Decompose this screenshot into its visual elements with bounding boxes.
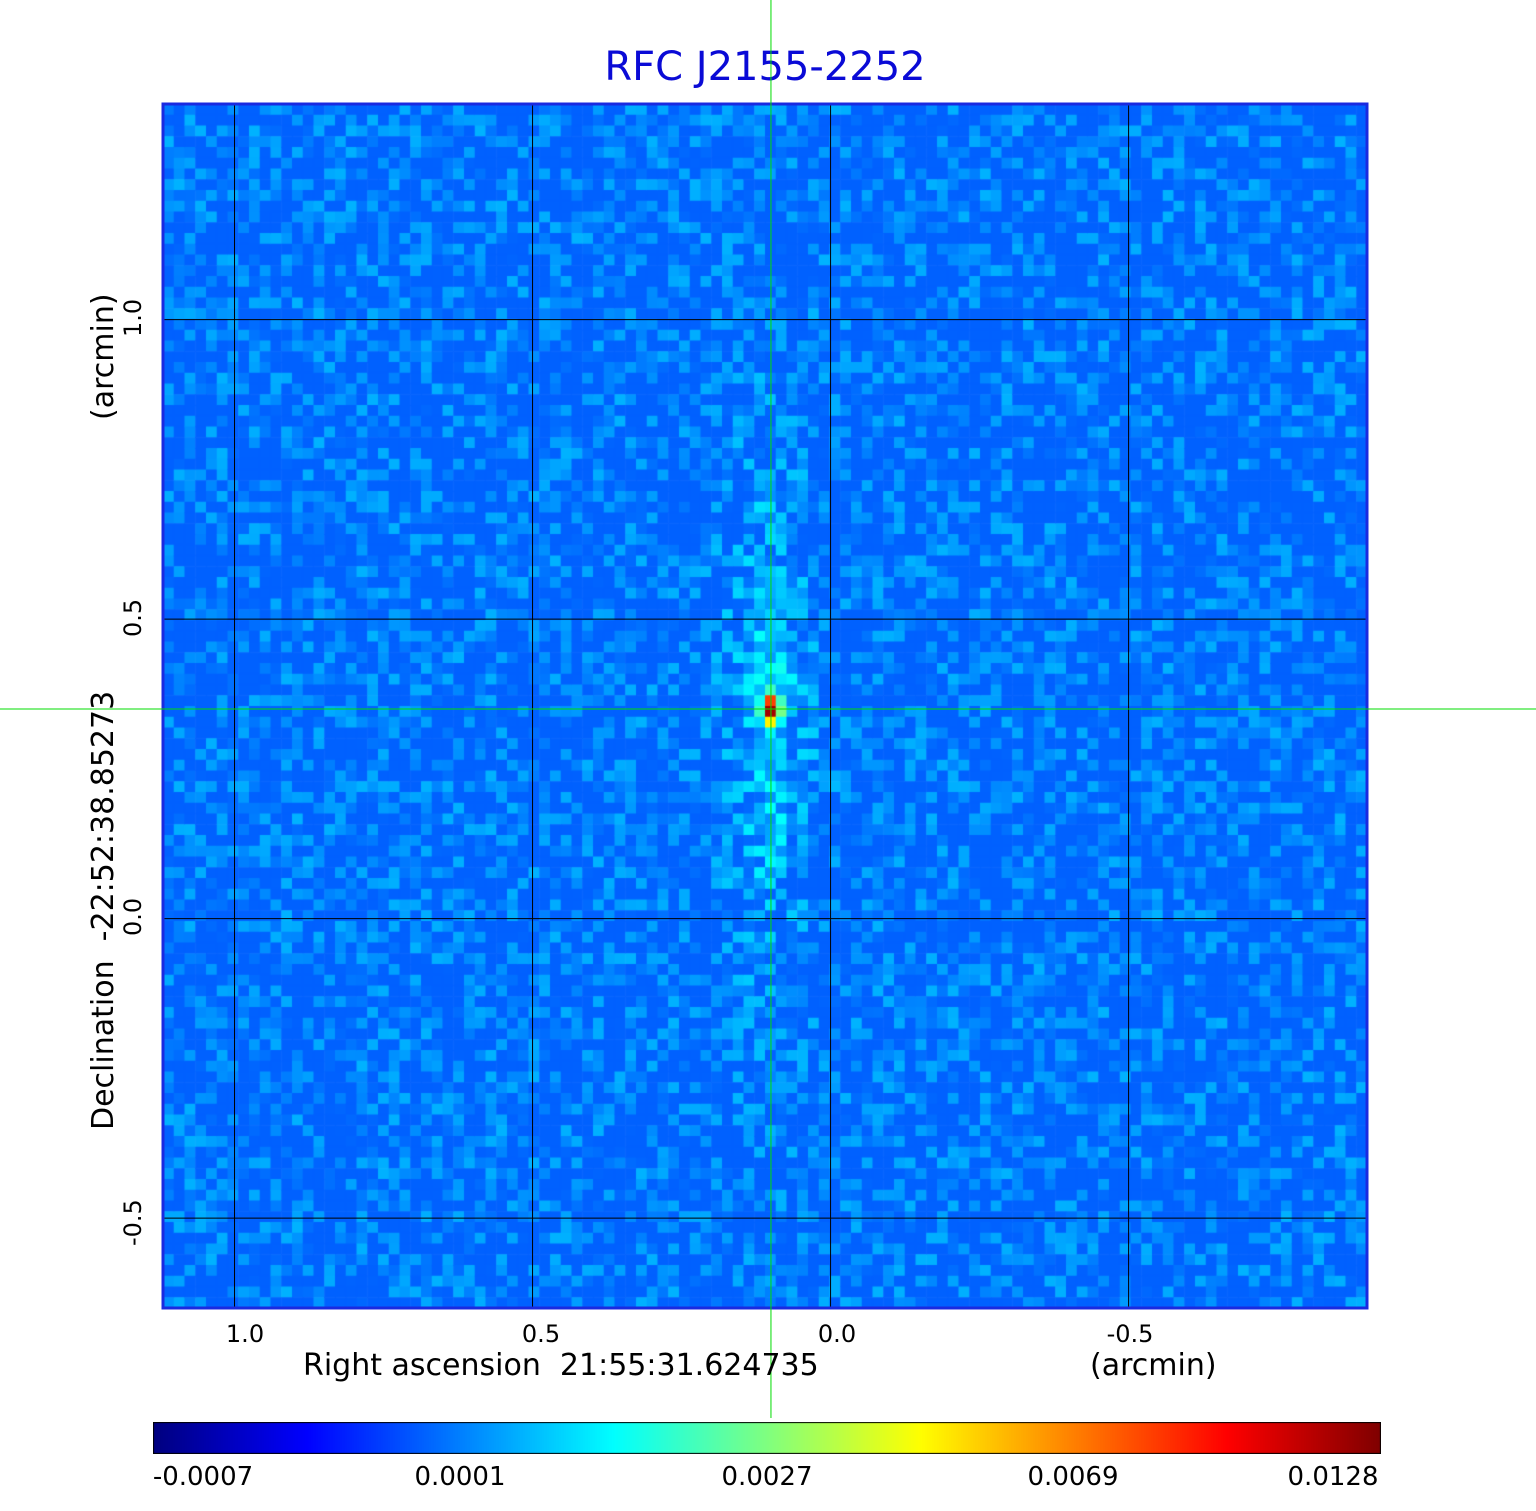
colorbar-tick-label: 0.0027 — [721, 1462, 813, 1492]
x-axis-unit: (arcmin) — [1090, 1348, 1217, 1383]
y-axis-label: Declination -22:52:38.85273 — [86, 690, 121, 1130]
colorbar-tick-label: -0.0007 — [152, 1462, 254, 1492]
colorbar-tick-label: 0.0069 — [1027, 1462, 1119, 1492]
y-tick-label: -0.5 — [119, 1199, 147, 1246]
plot-frame — [161, 102, 1369, 1310]
chart-title: RFC J2155-2252 — [604, 44, 926, 90]
y-tick-label: 0.5 — [119, 598, 147, 637]
y-tick-label: 1.0 — [119, 298, 147, 337]
heatmap-image — [163, 104, 1367, 1308]
x-tick-label: 1.0 — [225, 1320, 265, 1348]
y-tick-label: 0.0 — [119, 897, 147, 936]
y-axis-unit: (arcmin) — [86, 293, 121, 420]
x-tick-label: -0.5 — [1106, 1320, 1154, 1348]
x-tick-label: 0.5 — [521, 1320, 561, 1348]
colorbar-tick-label: 0.0001 — [414, 1462, 506, 1492]
x-tick-label: 0.0 — [817, 1320, 857, 1348]
colorbar — [153, 1422, 1381, 1454]
x-axis-label: Right ascension 21:55:31.624735 — [303, 1348, 819, 1383]
colorbar-tick-label: 0.0128 — [1287, 1462, 1379, 1492]
